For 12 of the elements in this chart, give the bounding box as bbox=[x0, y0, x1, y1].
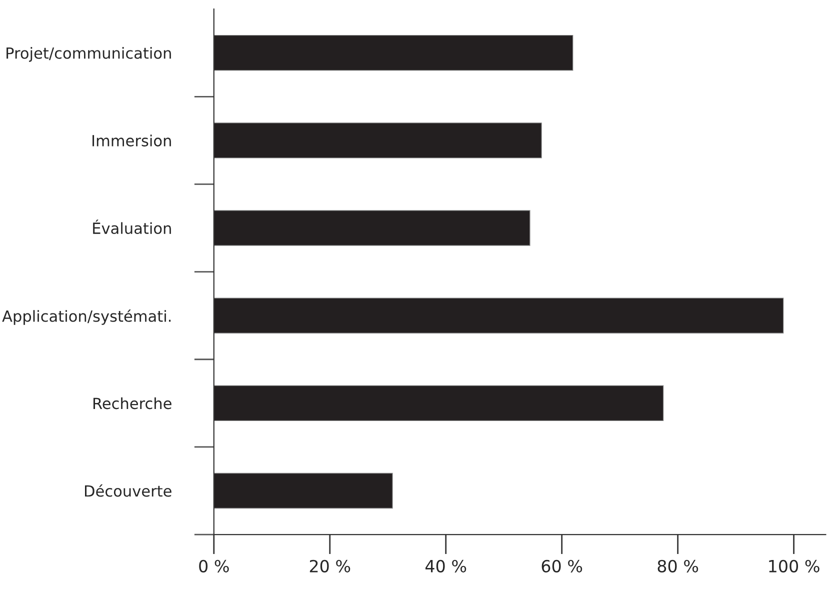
x-tick-label: 60 % bbox=[542, 560, 582, 572]
x-tick-label: 0 % bbox=[199, 560, 229, 572]
y-tick-label: Évaluation bbox=[93, 220, 171, 234]
x-tick-label: 80 % bbox=[658, 560, 698, 572]
y-tick-label: Découverte bbox=[85, 484, 172, 497]
y-tick-label: Application/systémati. bbox=[2, 309, 171, 325]
x-tick-label: 20 % bbox=[310, 560, 350, 572]
y-tick-label: Projet/communication bbox=[6, 47, 171, 62]
x-tick-label: 40 % bbox=[425, 560, 466, 572]
y-tick-label: Immersion bbox=[92, 134, 171, 146]
y-tick-label: Recherche bbox=[93, 397, 172, 410]
x-tick-label: 100 % bbox=[769, 560, 820, 572]
